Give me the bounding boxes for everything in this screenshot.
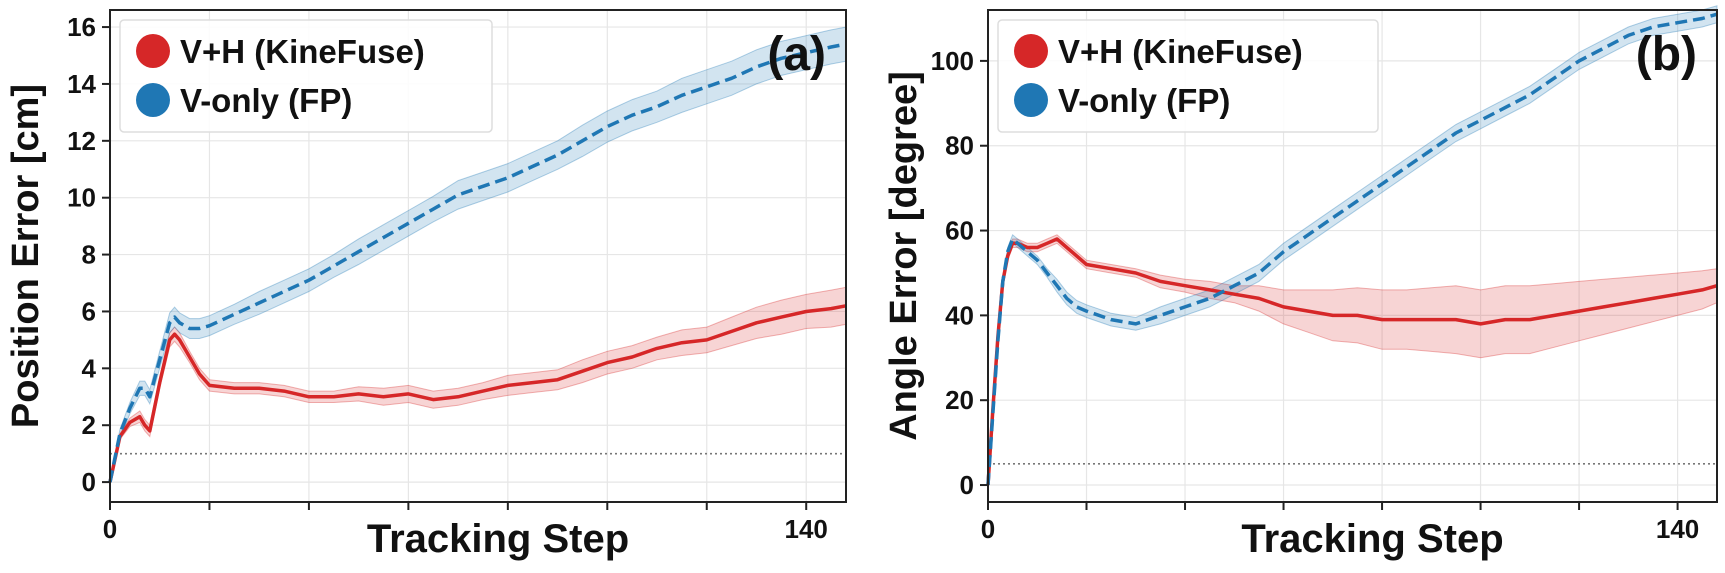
x-axis-label: Tracking Step (367, 517, 629, 561)
legend-marker-1 (136, 34, 170, 68)
legend-label-1: V+H (KineFuse) (1058, 33, 1303, 70)
axes-frame (109, 9, 847, 503)
series-line-2 (108, 42, 847, 483)
x-tick-label: 140 (1656, 514, 1699, 544)
y-tick-label: 0 (82, 467, 96, 497)
y-axis-label: Position Error [cm] (5, 84, 47, 428)
legend: V+H (KineFuse) V-only (FP) (119, 19, 493, 133)
y-tick-label: 40 (945, 300, 974, 330)
series-line-2 (986, 12, 1718, 486)
axes-frame (987, 9, 1718, 503)
y-tick-label: 8 (82, 240, 96, 270)
x-tick-label: 0 (981, 514, 995, 544)
x-tick-label: 140 (785, 514, 828, 544)
panel-label: (b) (1636, 28, 1697, 81)
y-tick-label: 0 (960, 470, 974, 500)
legend: V+H (KineFuse) V-only (FP) (997, 19, 1379, 133)
legend-marker-2 (136, 83, 170, 117)
legend-marker-1 (1014, 34, 1048, 68)
y-tick-label: 80 (945, 131, 974, 161)
y-tick-label: 16 (67, 12, 96, 42)
y-axis-label: Angle Error [degree] (883, 71, 925, 441)
legend-label-2: V-only (FP) (180, 82, 352, 119)
legend-label-2: V-only (FP) (1058, 82, 1230, 119)
y-tick-label: 12 (67, 126, 96, 156)
y-tick-label: 6 (82, 296, 96, 326)
y-tick-label: 2 (82, 410, 96, 440)
series-line-1 (108, 304, 847, 483)
y-tick-label: 10 (67, 183, 96, 213)
legend-box (997, 19, 1379, 133)
y-tick-label: 100 (931, 46, 974, 76)
y-tick-label: 20 (945, 385, 974, 415)
y-tick-label: 14 (67, 69, 96, 99)
x-axis-label: Tracking Step (1241, 517, 1503, 561)
legend-label-1: V+H (KineFuse) (180, 33, 425, 70)
legend-box (119, 19, 493, 133)
panel-label: (a) (767, 28, 826, 81)
y-tick-label: 4 (82, 353, 97, 383)
y-tick-label: 60 (945, 216, 974, 246)
chart-panel-1: 0 140 0 2 4 6 8 10 12 14 16 Tracking Step Position E… (5, 9, 847, 561)
legend-marker-2 (1014, 83, 1048, 117)
x-tick-label: 0 (103, 514, 117, 544)
chart-panel-2: 0 140 0 20 40 60 80 100 Tracking Step Angle Error… (883, 5, 1718, 561)
